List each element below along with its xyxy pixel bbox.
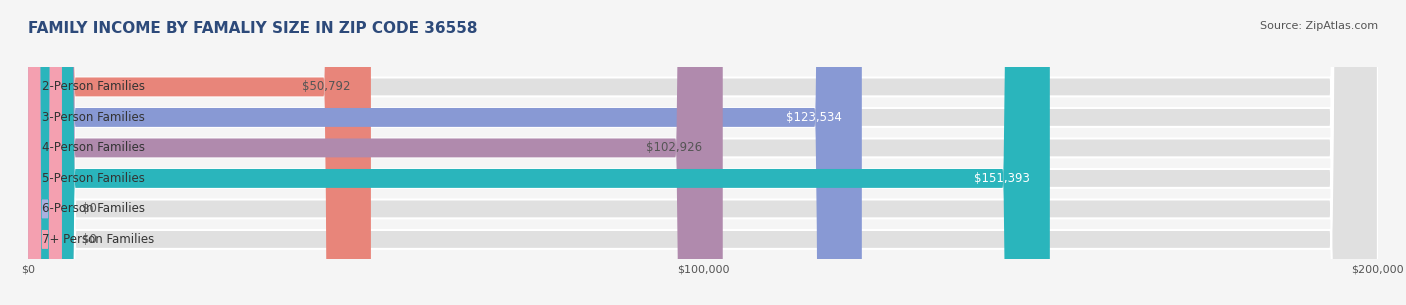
Text: $123,534: $123,534 bbox=[786, 111, 842, 124]
FancyBboxPatch shape bbox=[28, 0, 1378, 305]
FancyBboxPatch shape bbox=[28, 0, 723, 305]
Text: $0: $0 bbox=[82, 203, 97, 215]
FancyBboxPatch shape bbox=[28, 0, 1378, 305]
Text: $50,792: $50,792 bbox=[302, 81, 350, 93]
Text: 6-Person Families: 6-Person Families bbox=[42, 203, 145, 215]
FancyBboxPatch shape bbox=[28, 0, 1378, 305]
Text: $0: $0 bbox=[82, 233, 97, 246]
FancyBboxPatch shape bbox=[28, 0, 1378, 305]
FancyBboxPatch shape bbox=[28, 0, 371, 305]
Text: 4-Person Families: 4-Person Families bbox=[42, 142, 145, 154]
Text: 3-Person Families: 3-Person Families bbox=[42, 111, 145, 124]
FancyBboxPatch shape bbox=[28, 0, 862, 305]
Text: 7+ Person Families: 7+ Person Families bbox=[42, 233, 153, 246]
FancyBboxPatch shape bbox=[28, 0, 1378, 305]
Text: $151,393: $151,393 bbox=[974, 172, 1029, 185]
FancyBboxPatch shape bbox=[28, 0, 1378, 305]
FancyBboxPatch shape bbox=[28, 0, 62, 305]
Text: 5-Person Families: 5-Person Families bbox=[42, 172, 145, 185]
Text: FAMILY INCOME BY FAMALIY SIZE IN ZIP CODE 36558: FAMILY INCOME BY FAMALIY SIZE IN ZIP COD… bbox=[28, 21, 478, 36]
Text: 2-Person Families: 2-Person Families bbox=[42, 81, 145, 93]
Text: $102,926: $102,926 bbox=[647, 142, 703, 154]
FancyBboxPatch shape bbox=[28, 0, 62, 305]
Text: Source: ZipAtlas.com: Source: ZipAtlas.com bbox=[1260, 21, 1378, 31]
FancyBboxPatch shape bbox=[28, 0, 1050, 305]
